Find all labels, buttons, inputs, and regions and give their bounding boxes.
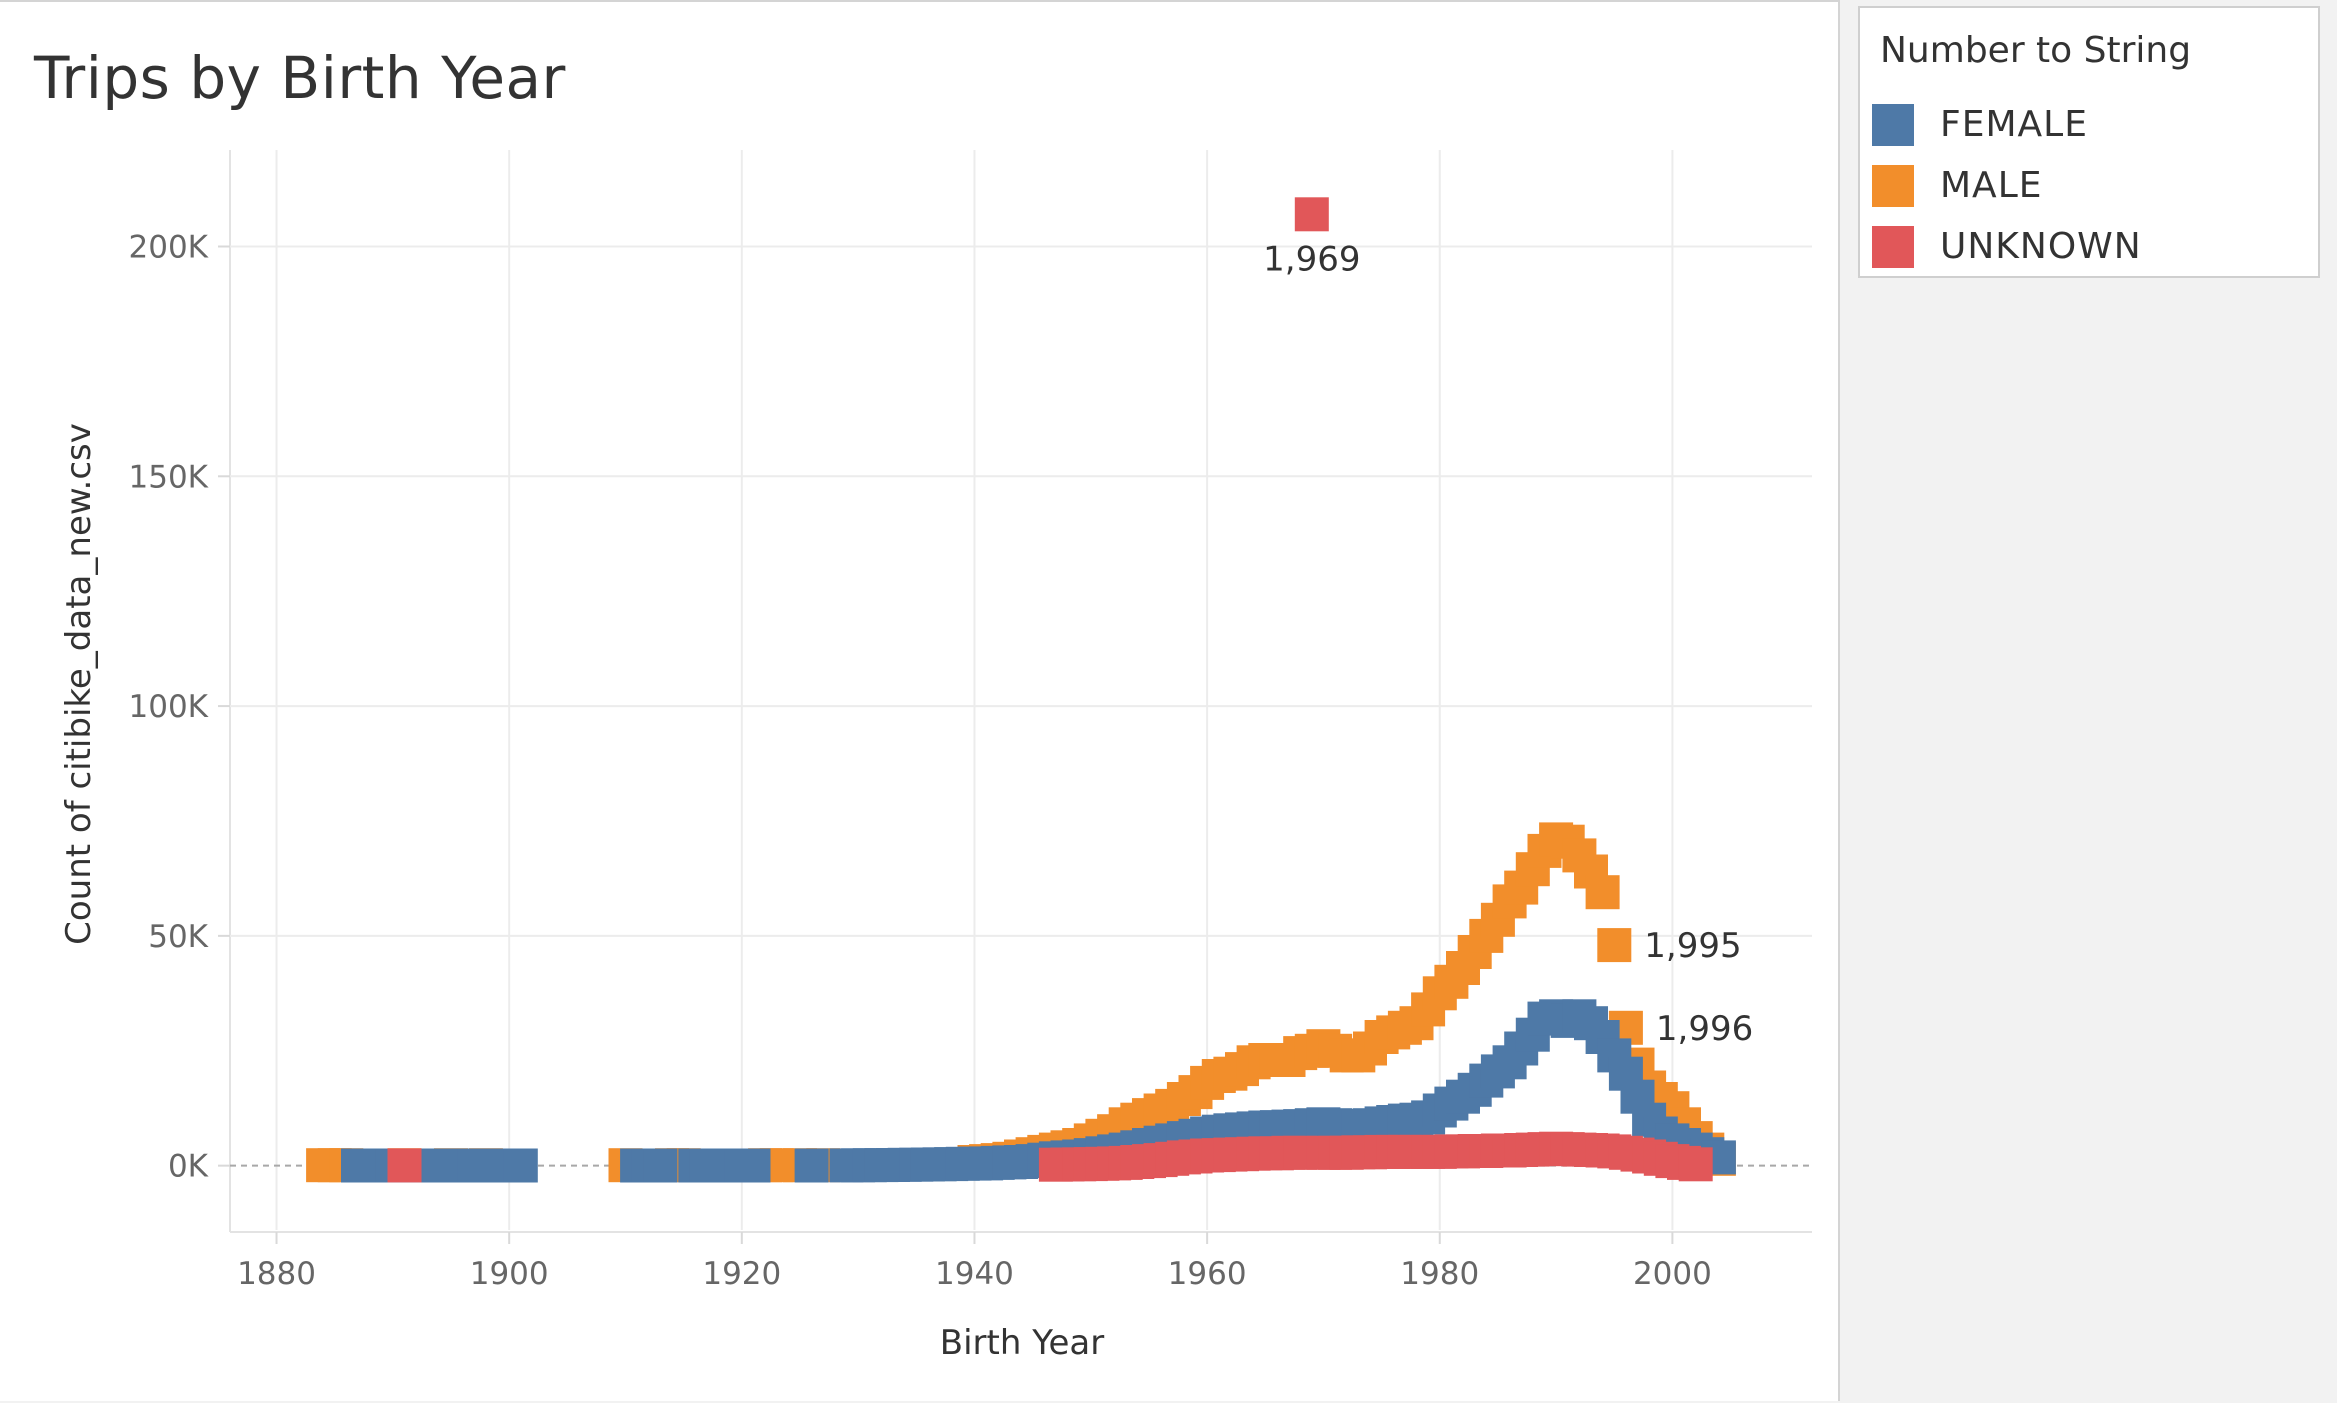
chart-pane: Trips by Birth Year 1880 1900 1920 1940 1960… xyxy=(0,0,1840,1401)
legend-label-female: FEMALE xyxy=(1940,104,2088,146)
grid-layer xyxy=(230,150,1812,1232)
legend-swatch-male xyxy=(1872,165,1914,207)
mark-layer xyxy=(306,197,1736,1182)
legend-label-unknown: UNKNOWN xyxy=(1940,226,2142,268)
point-male[interactable] xyxy=(1586,875,1620,909)
point-female[interactable] xyxy=(795,1149,829,1183)
data-label: 1,969 xyxy=(1263,239,1360,279)
point-unknown[interactable] xyxy=(1679,1147,1713,1181)
tick-layer: 1880 1900 1920 1940 1960 1980 2000 0K 50K 100K 150… xyxy=(129,230,1712,1292)
x-tick-label: 1920 xyxy=(702,1256,781,1292)
point-unknown[interactable] xyxy=(388,1148,422,1182)
scatter-chart: 1880 1900 1920 1940 1960 1980 2000 0K 50K 100K 150… xyxy=(0,2,1840,1403)
point-female[interactable] xyxy=(737,1149,771,1183)
point-female[interactable] xyxy=(643,1149,677,1183)
point-female[interactable] xyxy=(504,1149,538,1183)
x-tick-label: 2000 xyxy=(1633,1256,1712,1292)
data-label: 1,995 xyxy=(1644,926,1741,966)
data-label: 1,996 xyxy=(1656,1009,1753,1049)
x-tick-label: 1980 xyxy=(1400,1256,1479,1292)
point-unknown[interactable] xyxy=(1295,197,1329,231)
y-tick-label: 100K xyxy=(129,689,209,725)
x-tick-label: 1940 xyxy=(935,1256,1014,1292)
y-tick-label: 0K xyxy=(168,1149,209,1185)
y-tick-label: 150K xyxy=(129,459,209,495)
legend-swatch-female xyxy=(1872,104,1914,146)
x-tick-label: 1880 xyxy=(237,1256,316,1292)
legend: Number to String FEMALE MALE UNKNOWN xyxy=(1858,6,2320,278)
x-tick-label: 1900 xyxy=(470,1256,549,1292)
y-tick-label: 50K xyxy=(148,919,208,955)
y-axis-title: Count of citibike_data_new.csv xyxy=(59,423,99,945)
legend-title: Number to String xyxy=(1880,30,2191,71)
y-tick-label: 200K xyxy=(129,230,209,266)
legend-label-male: MALE xyxy=(1940,165,2043,207)
x-tick-label: 1960 xyxy=(1168,1256,1247,1292)
point-male[interactable] xyxy=(1597,928,1631,962)
x-axis-title: Birth Year xyxy=(940,1323,1104,1363)
legend-swatch-unknown xyxy=(1872,226,1914,268)
